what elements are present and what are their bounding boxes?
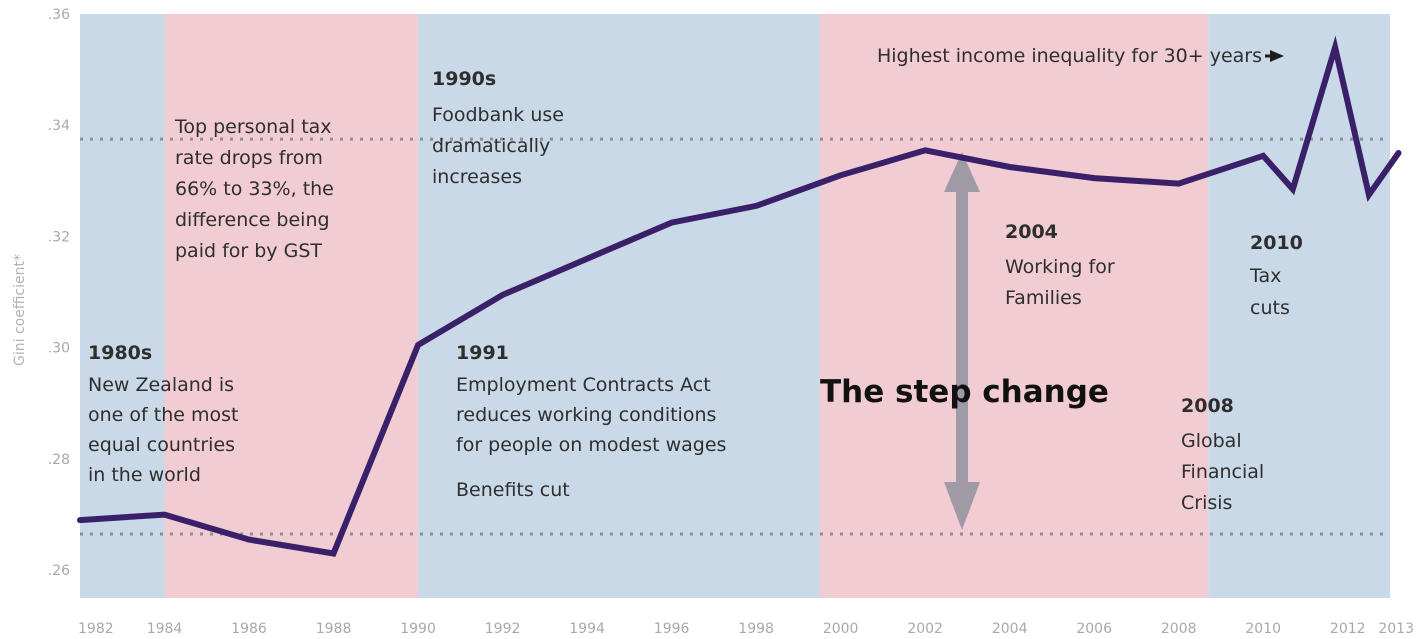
step-arrow-head-down xyxy=(944,482,980,530)
x-tick-label: 1994 xyxy=(569,621,605,637)
step-arrow-head-up xyxy=(944,152,980,192)
y-tick-label: .30 xyxy=(48,341,70,357)
annotation-1991-line: reduces working conditions xyxy=(456,404,716,426)
x-tick-label: 2013 xyxy=(1378,621,1414,637)
x-tick-label: 2004 xyxy=(992,621,1028,637)
band-blue xyxy=(1208,14,1390,598)
annotation-highest-text: Highest income inequality for 30+ years xyxy=(877,45,1262,67)
annotation-2008-title: 2008 xyxy=(1181,395,1234,417)
annotation-1980s-line: one of the most xyxy=(88,404,238,426)
y-tick-label: .36 xyxy=(48,7,70,23)
arrow-right-icon xyxy=(1270,50,1284,62)
annotation-1990s: 1990s Foodbank use dramatically increase… xyxy=(432,68,564,188)
band-pink xyxy=(164,14,419,598)
annotation-1991-line: Employment Contracts Act xyxy=(456,374,711,396)
annotation-1980s: 1980s New Zealand is one of the most equ… xyxy=(88,342,238,486)
arrow-right-tail xyxy=(1265,54,1273,58)
annotation-2008-line: Financial xyxy=(1181,461,1264,483)
x-tick-label: 1988 xyxy=(316,621,352,637)
annotation-1990s-line: dramatically xyxy=(432,135,550,157)
y-tick-label: .32 xyxy=(48,229,70,245)
x-tick-label: 1982 xyxy=(78,621,114,637)
series-line xyxy=(77,35,1402,557)
band-pink xyxy=(819,14,1209,598)
annotation-tax-line: Top personal tax xyxy=(174,116,332,138)
step-arrow-shaft xyxy=(956,190,968,490)
x-tick-label: 2012 xyxy=(1330,621,1366,637)
annotation-tax-line: paid for by GST xyxy=(175,240,322,262)
annotation-tax-line: difference being xyxy=(175,209,330,231)
annotation-2010-line: Tax xyxy=(1249,265,1281,287)
y-tick-label: .28 xyxy=(48,452,70,468)
series-group xyxy=(77,35,1402,557)
annotation-1990s-title: 1990s xyxy=(432,68,496,90)
annotation-1980s-line: equal countries xyxy=(88,434,235,456)
reference-lines xyxy=(80,137,1390,536)
annotation-1991-line: for people on modest wages xyxy=(456,434,726,456)
x-tick-label: 2006 xyxy=(1076,621,1112,637)
annotation-1980s-title: 1980s xyxy=(88,342,152,364)
x-tick-label: 2008 xyxy=(1161,621,1197,637)
annotation-2004-line: Working for xyxy=(1005,256,1115,278)
x-tick-label: 2000 xyxy=(823,621,859,637)
x-tick-label: 1986 xyxy=(231,621,267,637)
x-tick-label: 1998 xyxy=(738,621,774,637)
x-tick-labels: 1982 1984 1986 1988 1990 1992 1994 1996 1998 2000… xyxy=(78,621,1414,637)
y-axis-label: Gini coefficient* xyxy=(12,254,28,366)
annotation-1991-line: Benefits cut xyxy=(456,479,570,501)
x-tick-label: 1984 xyxy=(147,621,183,637)
band-blue xyxy=(80,14,165,598)
annotation-highest: Highest income inequality for 30+ years xyxy=(877,45,1284,67)
annotation-2010-line: cuts xyxy=(1250,297,1290,319)
annotation-2010-title: 2010 xyxy=(1250,232,1303,254)
x-tick-label: 1990 xyxy=(400,621,436,637)
annotation-2008: 2008 Global Financial Crisis xyxy=(1181,395,1264,514)
x-tick-label: 1992 xyxy=(485,621,521,637)
annotation-2004-line: Families xyxy=(1005,287,1082,309)
annotation-1990s-line: increases xyxy=(432,166,522,188)
annotation-1991-title: 1991 xyxy=(456,342,509,364)
x-tick-label: 1996 xyxy=(654,621,690,637)
annotation-tax-line: 66% to 33%, the xyxy=(175,178,334,200)
annotation-tax-rate: Top personal tax rate drops from 66% to … xyxy=(174,116,334,262)
annotation-1980s-line: in the world xyxy=(88,464,201,486)
annotation-2008-line: Global xyxy=(1181,430,1242,452)
x-tick-label: 2002 xyxy=(907,621,943,637)
step-change-label: The step change xyxy=(820,374,1109,410)
y-tick-label: .26 xyxy=(48,563,70,579)
x-tick-label: 2010 xyxy=(1245,621,1281,637)
y-tick-labels: .26 .28 .30 .32 .34 .36 xyxy=(48,7,70,579)
annotation-2008-line: Crisis xyxy=(1181,492,1232,514)
step-change-arrow xyxy=(944,152,980,530)
annotation-1980s-line: New Zealand is xyxy=(88,374,234,396)
y-tick-label: .34 xyxy=(48,118,70,134)
annotation-1991: 1991 Employment Contracts Act reduces wo… xyxy=(456,342,726,501)
annotation-2010: 2010 Tax cuts xyxy=(1249,232,1303,319)
annotation-1990s-line: Foodbank use xyxy=(432,104,564,126)
annotation-tax-line: rate drops from xyxy=(175,147,323,169)
background-bands xyxy=(80,14,1390,598)
annotation-2004-title: 2004 xyxy=(1005,221,1058,243)
annotation-2004: 2004 Working for Families xyxy=(1005,221,1115,309)
